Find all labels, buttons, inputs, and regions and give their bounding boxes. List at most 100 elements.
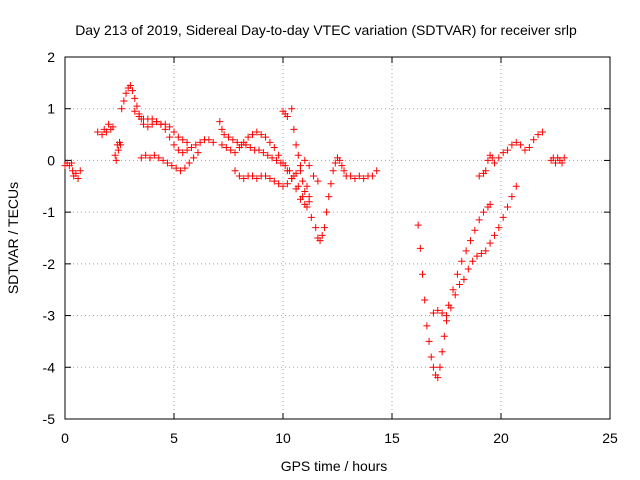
data-point bbox=[508, 193, 516, 201]
y-tick-label: 2 bbox=[47, 49, 55, 65]
data-point bbox=[307, 213, 315, 221]
data-point bbox=[205, 136, 213, 144]
data-point bbox=[558, 159, 566, 167]
data-point bbox=[161, 120, 169, 128]
data-point bbox=[466, 237, 474, 245]
data-point bbox=[120, 97, 128, 105]
chart-title: Day 213 of 2019, Sidereal Day-to-day VTE… bbox=[75, 22, 577, 38]
data-point bbox=[460, 275, 468, 283]
data-point bbox=[257, 131, 265, 139]
data-point bbox=[419, 270, 427, 278]
data-point bbox=[137, 154, 145, 162]
data-point bbox=[292, 169, 300, 177]
data-point bbox=[153, 118, 161, 126]
data-point bbox=[318, 231, 326, 239]
data-point bbox=[68, 159, 76, 167]
data-point bbox=[495, 224, 503, 232]
data-point bbox=[480, 208, 488, 216]
data-point bbox=[473, 252, 481, 260]
data-point bbox=[508, 141, 516, 149]
data-point bbox=[434, 306, 442, 314]
data-point bbox=[192, 141, 200, 149]
data-point bbox=[436, 363, 444, 371]
data-point bbox=[163, 159, 171, 167]
data-point bbox=[338, 162, 346, 170]
data-point bbox=[166, 123, 174, 131]
data-point bbox=[179, 149, 187, 157]
data-point bbox=[196, 138, 204, 146]
data-point bbox=[301, 156, 309, 164]
data-point bbox=[255, 146, 263, 154]
data-point bbox=[475, 216, 483, 224]
data-point bbox=[216, 118, 224, 126]
data-point bbox=[499, 149, 507, 157]
data-point bbox=[488, 154, 496, 162]
data-point bbox=[253, 175, 261, 183]
data-point bbox=[429, 309, 437, 317]
data-point bbox=[512, 138, 520, 146]
data-point bbox=[314, 177, 322, 185]
data-point bbox=[434, 374, 442, 382]
data-point bbox=[185, 159, 193, 167]
data-point bbox=[129, 87, 137, 95]
data-point bbox=[427, 353, 435, 361]
data-point bbox=[351, 175, 359, 183]
data-point bbox=[246, 144, 254, 151]
data-point bbox=[227, 146, 235, 154]
data-point bbox=[327, 180, 335, 188]
data-point bbox=[477, 250, 485, 258]
data-point bbox=[112, 156, 120, 164]
data-point bbox=[235, 144, 243, 151]
data-point bbox=[368, 172, 376, 180]
data-point bbox=[118, 105, 126, 113]
data-point bbox=[98, 131, 106, 139]
data-point bbox=[279, 182, 287, 190]
data-point bbox=[469, 257, 477, 265]
data-point bbox=[275, 180, 283, 188]
x-tick-label: 10 bbox=[275, 430, 291, 446]
data-point bbox=[194, 149, 202, 157]
data-point bbox=[456, 281, 464, 289]
data-point bbox=[530, 136, 538, 144]
data-point bbox=[288, 105, 296, 113]
grid bbox=[65, 57, 610, 419]
data-point bbox=[525, 144, 533, 151]
data-point bbox=[174, 133, 182, 141]
x-tick-label: 0 bbox=[61, 430, 69, 446]
data-point bbox=[179, 136, 187, 144]
data-point bbox=[425, 337, 433, 345]
data-point bbox=[262, 133, 270, 141]
data-point bbox=[464, 265, 472, 273]
data-points bbox=[61, 81, 568, 382]
data-point bbox=[183, 138, 191, 146]
data-point bbox=[170, 128, 178, 136]
y-tick-label: -1 bbox=[43, 204, 56, 220]
data-point bbox=[329, 167, 337, 175]
data-point bbox=[166, 133, 174, 141]
data-point bbox=[495, 154, 503, 162]
data-point bbox=[486, 200, 494, 208]
data-point bbox=[155, 154, 163, 162]
data-point bbox=[336, 156, 344, 164]
data-point bbox=[471, 226, 479, 234]
data-point bbox=[521, 146, 529, 154]
y-tick-label: -3 bbox=[43, 308, 56, 324]
data-point bbox=[131, 94, 139, 102]
data-point bbox=[183, 146, 191, 154]
data-point bbox=[443, 312, 450, 320]
data-point bbox=[512, 182, 520, 190]
y-tick-label: -2 bbox=[43, 256, 56, 272]
data-point bbox=[416, 244, 424, 252]
data-point bbox=[373, 167, 381, 175]
data-point bbox=[229, 136, 237, 144]
data-point bbox=[218, 125, 226, 133]
data-point bbox=[270, 177, 278, 185]
data-point bbox=[340, 167, 348, 175]
data-point bbox=[150, 151, 158, 159]
data-point bbox=[423, 322, 431, 330]
data-point bbox=[114, 146, 122, 154]
y-tick-label: 0 bbox=[47, 152, 55, 168]
data-point bbox=[301, 187, 309, 195]
